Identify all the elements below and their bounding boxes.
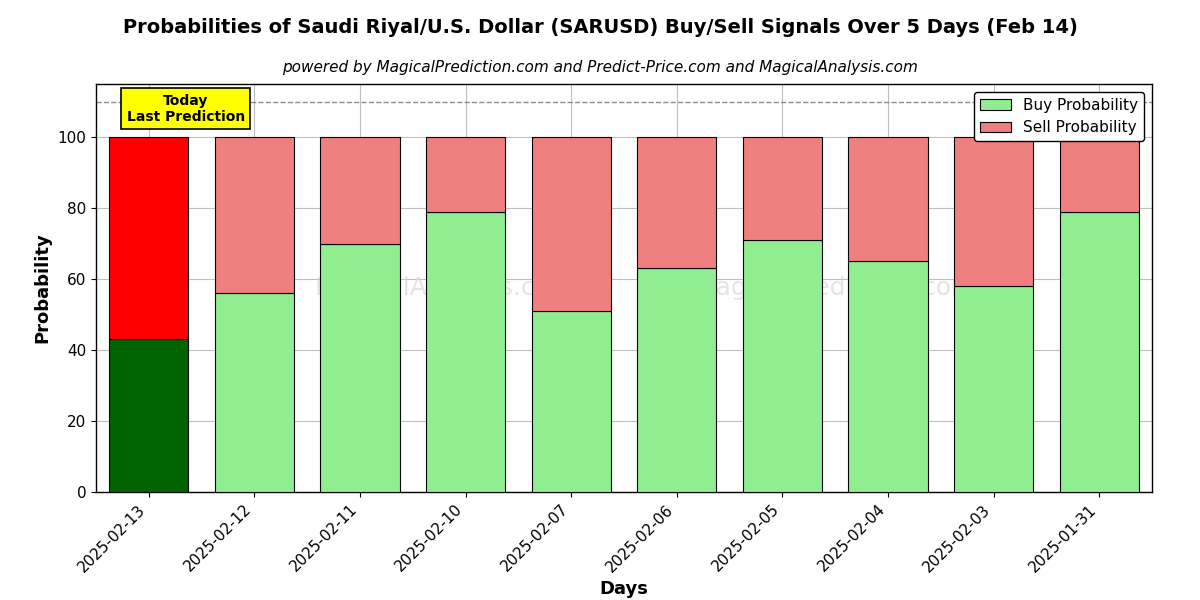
Bar [320,137,400,244]
Bar [848,137,928,262]
Bar [743,240,822,492]
Text: MagicalAnalysis.com: MagicalAnalysis.com [314,276,575,300]
Bar [954,137,1033,286]
Bar [637,268,716,492]
Bar [426,212,505,492]
Bar [743,137,822,240]
Bar [109,340,188,492]
Text: MagicalPrediction.com: MagicalPrediction.com [695,276,976,300]
Bar [1060,212,1139,492]
Text: Today
Last Prediction: Today Last Prediction [127,94,245,124]
Bar [109,137,188,340]
Bar [637,137,716,268]
Bar [954,286,1033,492]
Bar [215,137,294,293]
Bar [426,137,505,212]
Bar [215,293,294,492]
Text: powered by MagicalPrediction.com and Predict-Price.com and MagicalAnalysis.com: powered by MagicalPrediction.com and Pre… [282,60,918,75]
Bar [320,244,400,492]
Bar [848,262,928,492]
X-axis label: Days: Days [600,580,648,598]
Bar [532,311,611,492]
Bar [532,137,611,311]
Bar [1060,137,1139,212]
Y-axis label: Probability: Probability [34,233,52,343]
Legend: Buy Probability, Sell Probability: Buy Probability, Sell Probability [974,92,1145,142]
Text: Probabilities of Saudi Riyal/U.S. Dollar (SARUSD) Buy/Sell Signals Over 5 Days (: Probabilities of Saudi Riyal/U.S. Dollar… [122,18,1078,37]
